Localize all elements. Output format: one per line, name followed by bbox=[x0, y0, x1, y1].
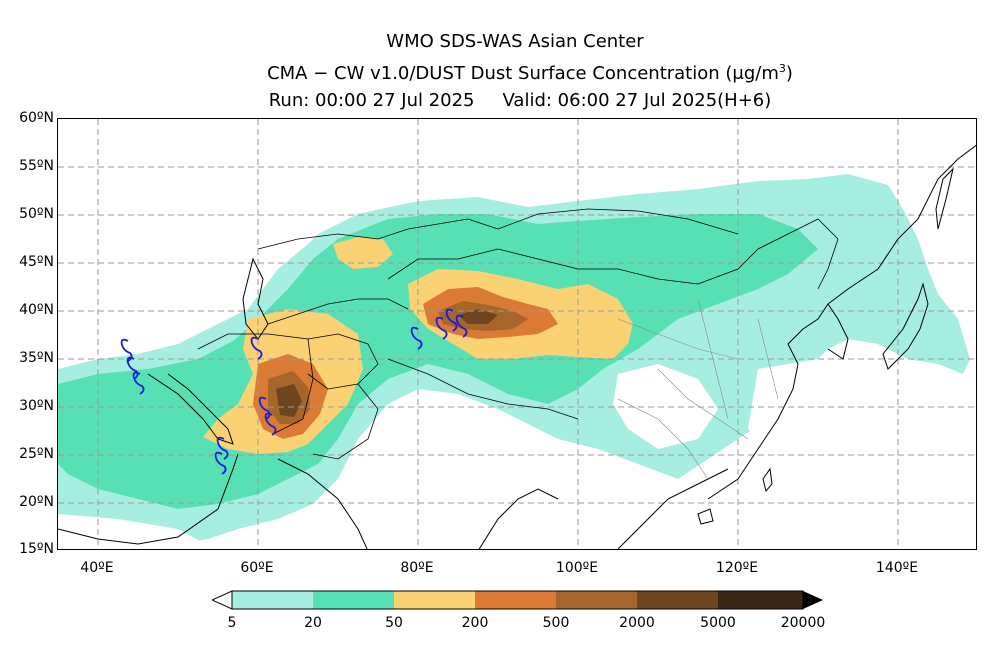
dust-storm-symbol bbox=[258, 396, 271, 420]
map-frame bbox=[57, 118, 977, 550]
border-afghanistan bbox=[307, 333, 379, 390]
clear-area-arabia bbox=[58, 514, 215, 549]
dust-concentration-field bbox=[58, 119, 976, 549]
valid-time: Valid: 06:00 27 Jul 2025(H+6) bbox=[502, 90, 772, 111]
border-mongolia bbox=[497, 208, 739, 235]
coast-persian-gulf bbox=[147, 373, 234, 445]
dust-storm-symbol bbox=[214, 451, 227, 475]
title-center: WMO SDS-WAS Asian Center bbox=[386, 31, 644, 52]
clear-area-southeast bbox=[748, 359, 888, 469]
title-product: CMA − CW v1.0/DUST Dust Surface Concentr… bbox=[60, 55, 1000, 87]
colorbar-tick-20000: 20000 bbox=[780, 615, 826, 631]
coast-indochina bbox=[617, 468, 729, 549]
colorbar-bin-5000-20000 bbox=[718, 591, 803, 609]
title-product-text: CMA − CW v1.0/DUST Dust Surface Concentr… bbox=[267, 63, 779, 84]
coast-india bbox=[277, 458, 368, 549]
dust-storm-symbol bbox=[216, 436, 229, 460]
coast-japan bbox=[882, 282, 929, 370]
coast-korea bbox=[827, 303, 849, 360]
colorbar-tick-50: 50 bbox=[385, 615, 403, 631]
coast-sakhalin bbox=[935, 167, 954, 230]
lat-label-40: 40ºN bbox=[19, 302, 54, 318]
colorbar-tick-200: 200 bbox=[461, 615, 489, 631]
lat-label-45: 45ºN bbox=[19, 254, 54, 270]
colorbar-tick-2000: 2000 bbox=[619, 615, 655, 631]
dust-field-c3-north bbox=[333, 237, 393, 269]
border-kazakhstan bbox=[257, 218, 499, 250]
coast-arabia-south bbox=[58, 453, 239, 545]
dust-storm-symbol bbox=[132, 371, 145, 395]
clear-area-northwest bbox=[58, 119, 318, 269]
province-border-5 bbox=[617, 398, 709, 480]
colorbar-bin-5-20 bbox=[232, 591, 313, 609]
coast-bay-of-bengal bbox=[478, 488, 559, 549]
dust-field-c6-west bbox=[276, 384, 302, 417]
colorbar-outline bbox=[231, 590, 804, 610]
colorbar-tick-20: 20 bbox=[304, 615, 322, 631]
coast-hainan bbox=[697, 508, 714, 525]
province-border-4 bbox=[757, 318, 779, 400]
dust-storm-symbol bbox=[126, 356, 139, 380]
lat-label-60: 60ºN bbox=[19, 110, 54, 126]
graticule bbox=[58, 119, 976, 549]
lon-label-100: 100ºE bbox=[555, 560, 599, 576]
coast-russia-east bbox=[827, 144, 976, 305]
border-iran bbox=[197, 333, 314, 435]
lon-label-140: 140ºE bbox=[875, 560, 919, 576]
colorbar-bin-200-500 bbox=[475, 591, 556, 609]
lat-label-30: 30ºN bbox=[19, 398, 54, 414]
province-border-1 bbox=[617, 318, 739, 360]
title-block: WMO SDS-WAS Asian Center CMA − CW v1.0/D… bbox=[0, 28, 1000, 114]
clear-area-north bbox=[313, 119, 976, 209]
dust-storm-symbol bbox=[435, 316, 448, 340]
lon-label-120: 120ºE bbox=[715, 560, 759, 576]
clear-area-tibet bbox=[613, 364, 718, 449]
lat-label-35: 35ºN bbox=[19, 350, 54, 366]
dust-storm-symbol bbox=[120, 338, 133, 362]
province-border-2 bbox=[657, 368, 749, 440]
run-time: Run: 00:00 27 Jul 2025 bbox=[268, 90, 475, 111]
lon-label-60: 60ºE bbox=[240, 560, 274, 576]
colorbar-tick-5: 5 bbox=[227, 615, 237, 631]
colorbar-extend-low bbox=[212, 590, 233, 610]
dust-storm-symbols bbox=[120, 308, 468, 475]
coast-china-east bbox=[707, 303, 829, 500]
border-china-north bbox=[387, 218, 839, 290]
dust-storm-symbol bbox=[455, 314, 468, 338]
colorbar-bin-2000-5000 bbox=[637, 591, 718, 609]
colorbar-tick-500: 500 bbox=[542, 615, 570, 631]
colorbar-bin-500-2000 bbox=[556, 591, 637, 609]
dust-storm-symbol bbox=[264, 412, 277, 436]
dust-storm-symbol bbox=[410, 326, 423, 350]
colorbar-bin-50-200 bbox=[394, 591, 475, 609]
colorbar bbox=[212, 590, 823, 610]
title-product-unit-exponent: 3 bbox=[778, 62, 786, 75]
colorbar-bin-20-50 bbox=[313, 591, 394, 609]
dust-storm-symbol bbox=[445, 308, 458, 332]
lat-label-15: 15ºN bbox=[19, 541, 54, 557]
coast-taiwan bbox=[762, 467, 773, 493]
dust-field-c6-central bbox=[458, 309, 498, 324]
clear-area-south-asia bbox=[338, 439, 577, 549]
lat-label-20: 20ºN bbox=[19, 494, 54, 510]
colorbar-tick-5000: 5000 bbox=[700, 615, 736, 631]
title-product-close: ) bbox=[785, 63, 793, 84]
colorbar-extend-high bbox=[803, 591, 823, 609]
lat-label-25: 25ºN bbox=[19, 446, 54, 462]
title-times: Run: 00:00 27 Jul 2025 Valid: 06:00 27 Ju… bbox=[40, 87, 1000, 114]
province-borders bbox=[617, 298, 779, 480]
lat-label-50: 50ºN bbox=[19, 206, 54, 222]
border-himalaya bbox=[387, 358, 579, 420]
dust-map bbox=[58, 119, 976, 549]
lon-label-80: 80ºE bbox=[400, 560, 434, 576]
borders bbox=[197, 208, 839, 460]
lat-label-55: 55ºN bbox=[19, 158, 54, 174]
border-pakistan bbox=[312, 383, 379, 460]
lon-label-40: 40ºE bbox=[80, 560, 114, 576]
dust-storm-symbol bbox=[250, 336, 263, 360]
border-central-asia bbox=[267, 298, 409, 325]
province-border-3 bbox=[697, 298, 729, 420]
